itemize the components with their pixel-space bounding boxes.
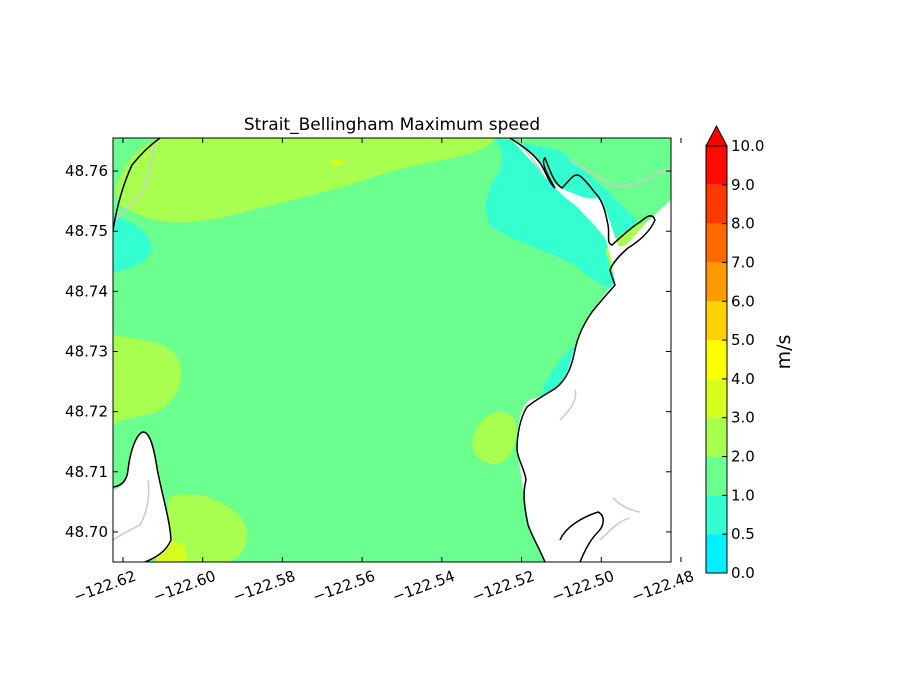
- colorbar-tick-label: 6.0: [731, 292, 755, 310]
- colorbar-tick-label: 0.5: [731, 525, 755, 543]
- land-southeast-point: [560, 517, 602, 562]
- y-tick-label: 48.73: [65, 343, 108, 361]
- colorbar-tick-label: 1.0: [731, 486, 755, 504]
- colorbar-tick-label: 8.0: [731, 215, 755, 233]
- coastline: [113, 138, 656, 562]
- colorbar: 0.0 0.5 1.0 2.0 3.0 4.0 5.0 6.0 7.0 8.0 9.0 10.0: [705, 124, 764, 582]
- speed-zone-west-slow: [113, 215, 152, 272]
- y-axis: 48.70 48.71 48.72 48.73 48.74 48.75 48.76: [65, 162, 671, 541]
- x-tick-label: −122.48: [629, 567, 696, 606]
- colorbar-segment: [706, 495, 727, 535]
- colorbar-extend-arrow: [705, 124, 728, 147]
- y-tick-label: 48.71: [65, 463, 108, 481]
- map-area: [113, 138, 671, 562]
- colorbar-tick-label: 9.0: [731, 176, 755, 194]
- y-tick-label: 48.70: [65, 523, 108, 541]
- colorbar-tick-label: 2.0: [731, 448, 755, 466]
- speed-zone-north-peak: [330, 159, 343, 166]
- speed-zone-north: [115, 138, 495, 223]
- colorbar-segment: [706, 262, 727, 302]
- reference-coastline: [113, 138, 671, 541]
- x-tick-label: −122.56: [310, 567, 377, 606]
- colorbar-unit-label: m/s: [773, 335, 795, 370]
- y-tick-label: 48.75: [65, 222, 108, 240]
- speed-zone-west: [113, 335, 182, 425]
- colorbar-tick-label: 7.0: [731, 253, 755, 271]
- y-tick-label: 48.72: [65, 403, 108, 421]
- colorbar-segment: [706, 378, 727, 418]
- colorbar-tick-label: 5.0: [731, 331, 755, 349]
- colorbar-segment: [706, 340, 727, 379]
- land-east-shore: [510, 138, 671, 562]
- colorbar-segment: [706, 417, 727, 457]
- colorbar-tick-label: 10.0: [731, 137, 764, 155]
- colorbar-segment: [706, 534, 727, 573]
- y-tick-label: 48.76: [65, 162, 108, 180]
- colorbar-segment: [706, 456, 727, 496]
- colorbar-tick-label: 3.0: [731, 409, 755, 427]
- chart-title: Strait_Bellingham Maximum speed: [244, 115, 540, 135]
- x-tick-label: −122.62: [71, 567, 138, 606]
- x-tick-label: −122.50: [549, 567, 616, 606]
- colorbar-segment: [706, 301, 727, 341]
- y-tick-label: 48.74: [65, 282, 108, 300]
- speed-zone-southwest: [168, 494, 248, 562]
- x-tick-label: −122.58: [230, 567, 297, 606]
- colorbar-tick-label: 0.0: [731, 564, 755, 582]
- colorbar-tick-label: 4.0: [731, 370, 755, 388]
- colorbar-segment: [706, 146, 727, 185]
- colorbar-segment: [706, 184, 727, 224]
- plot-frame: [112, 137, 672, 563]
- speed-zone-east: [472, 411, 517, 465]
- colorbar-segment: [706, 223, 727, 263]
- speed-zone-east-slow: [485, 138, 640, 290]
- colorbar-frame: [705, 145, 728, 574]
- x-tick-label: −122.54: [390, 567, 457, 606]
- x-tick-label: −122.60: [151, 567, 218, 606]
- land-west-peninsula: [113, 432, 172, 562]
- x-tick-label: −122.52: [470, 567, 537, 606]
